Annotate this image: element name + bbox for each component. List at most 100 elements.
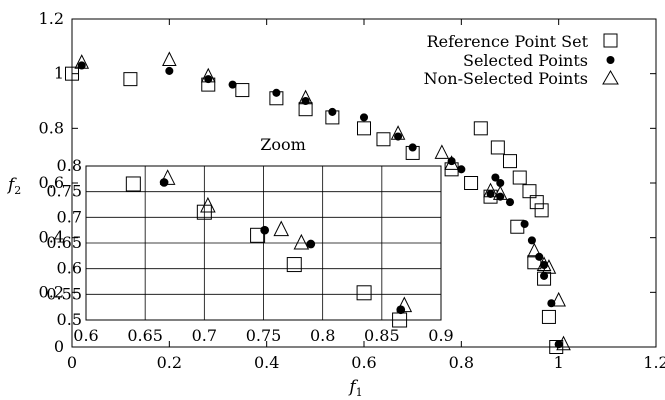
selected-point-marker <box>408 143 417 152</box>
x-tick-label: 0 <box>67 353 77 372</box>
selected-point-marker <box>328 107 337 116</box>
selected-point-marker <box>457 165 466 174</box>
selected-point-marker <box>165 66 174 75</box>
selected-point-marker <box>228 80 237 89</box>
zoom-x-tick-label: 0.75 <box>246 326 282 345</box>
y-tick-label: 0.8 <box>39 118 64 137</box>
non-selected-point-marker <box>200 67 216 83</box>
reference-point-marker <box>490 140 505 155</box>
zoom-reference-point-marker <box>356 285 372 301</box>
non-selected-point-marker <box>444 155 459 170</box>
y-axis-label: f2 <box>6 175 21 197</box>
selected-point-marker <box>547 299 556 308</box>
legend-label-non-selected: Non-Selected Points <box>424 69 588 88</box>
zoom-inset-frame <box>85 165 442 321</box>
non-selected-point-marker <box>556 335 571 351</box>
selected-point-marker <box>394 132 403 141</box>
zoom-x-tick-label: 0.8 <box>310 326 335 345</box>
non-selected-point-marker <box>492 185 508 200</box>
zoom-y-tick-label: 0.55 <box>46 284 82 303</box>
zoom-y-tick-label: 0.65 <box>46 233 82 252</box>
zoom-non-selected-point-marker <box>293 233 310 250</box>
x-axis-label: f1 <box>347 377 362 399</box>
zoom-tick-labels: 0.6 0.65 0.7 0.75 0.8 0.85 0.9 0.5 0.55 0.6 0.65 0.… <box>46 156 453 345</box>
non-selected-point-marker <box>298 89 313 105</box>
non-selected-point-marker <box>390 125 406 140</box>
legend-marker-non-selected <box>602 69 619 85</box>
reference-point-marker <box>235 83 250 98</box>
non-selected-point-marker <box>74 54 90 69</box>
non-selected-point-marker <box>527 242 542 258</box>
zoom-x-tick-label: 0.65 <box>127 326 163 345</box>
reference-point-marker <box>473 121 488 136</box>
selected-point-marker <box>527 236 536 245</box>
main-ticks <box>71 18 657 348</box>
zoom-non-selected-point-marker <box>159 169 176 185</box>
zoom-selected-point-marker <box>260 225 270 235</box>
zoom-reference-point-marker <box>125 176 141 192</box>
selected-point-marker <box>486 189 495 198</box>
non-selected-point-marker <box>162 51 177 66</box>
x-tick-label: 0.4 <box>254 353 279 372</box>
legend: Reference Point Set Selected Points Non-… <box>424 32 619 88</box>
y-tick-label: 0.6 <box>39 173 64 192</box>
x-tick-label: 0.2 <box>157 353 182 372</box>
selected-point-marker <box>447 157 456 166</box>
reference-point-marker <box>123 72 138 87</box>
selected-point-marker <box>520 219 529 229</box>
zoom-non-selected-point-marker <box>396 296 413 313</box>
reference-point-marker <box>522 184 537 199</box>
selected-point-marker <box>301 96 310 106</box>
reference-point-marker <box>503 154 517 169</box>
legend-marker-selected <box>606 56 615 64</box>
y-tick-label: 0.4 <box>39 228 64 247</box>
zoom-non-selected-point-marker <box>200 196 216 213</box>
selected-point-marker <box>496 178 505 188</box>
zoom-x-tick-label: 0.6 <box>73 326 98 345</box>
reference-point-marker <box>529 195 544 210</box>
zoom-non-selected-point-marker <box>273 220 290 237</box>
reference-point-marker <box>512 170 527 185</box>
y-tick-label: 0 <box>54 337 64 356</box>
y-tick-label: 0.2 <box>39 282 64 301</box>
non-selected-point-marker <box>551 291 566 307</box>
selected-point-marker <box>77 61 86 70</box>
selected-point-marker <box>491 173 500 182</box>
legend-label-reference: Reference Point Set <box>427 32 589 51</box>
zoom-y-tick-label: 0.75 <box>46 182 82 201</box>
legend-marker-reference <box>603 33 618 48</box>
zoom-y-tick-label: 0.6 <box>57 259 82 278</box>
zoom-x-tick-label: 0.7 <box>192 326 217 345</box>
selected-point-marker <box>359 113 369 122</box>
non-selected-point-marker <box>434 144 450 159</box>
zoom-y-tick-label: 0.5 <box>57 310 82 329</box>
legend-label-selected: Selected Points <box>463 51 588 70</box>
zoom-x-tick-label: 0.85 <box>364 326 400 345</box>
reference-point-marker <box>464 176 479 190</box>
x-tick-label: 0.6 <box>351 353 376 372</box>
zoom-title: Zoom <box>260 135 306 154</box>
main-data-marks <box>65 51 571 354</box>
non-selected-point-marker <box>541 259 557 274</box>
x-tick-label: 1.2 <box>643 353 665 372</box>
y-tick-label: 1.2 <box>39 9 64 28</box>
non-selected-point-marker <box>483 182 498 198</box>
zoom-y-tick-label: 0.8 <box>57 156 82 175</box>
selected-point-marker <box>496 192 505 201</box>
selected-point-marker <box>540 271 549 280</box>
reference-point-marker <box>376 132 391 147</box>
zoom-reference-point-marker <box>250 227 266 243</box>
selected-point-marker <box>204 75 213 84</box>
zoom-data-marks <box>125 169 413 328</box>
reference-point-marker <box>357 121 371 136</box>
selected-point-marker <box>505 198 515 207</box>
zoom-selected-point-marker <box>306 239 316 249</box>
zoom-y-tick-label: 0.7 <box>57 207 82 226</box>
reference-point-marker <box>534 203 549 218</box>
x-tick-label: 1 <box>554 353 564 372</box>
zoom-reference-point-marker <box>286 257 302 273</box>
reference-point-marker <box>541 309 556 324</box>
reference-point-marker <box>527 255 542 270</box>
zoom-x-tick-label: 0.9 <box>428 326 453 345</box>
